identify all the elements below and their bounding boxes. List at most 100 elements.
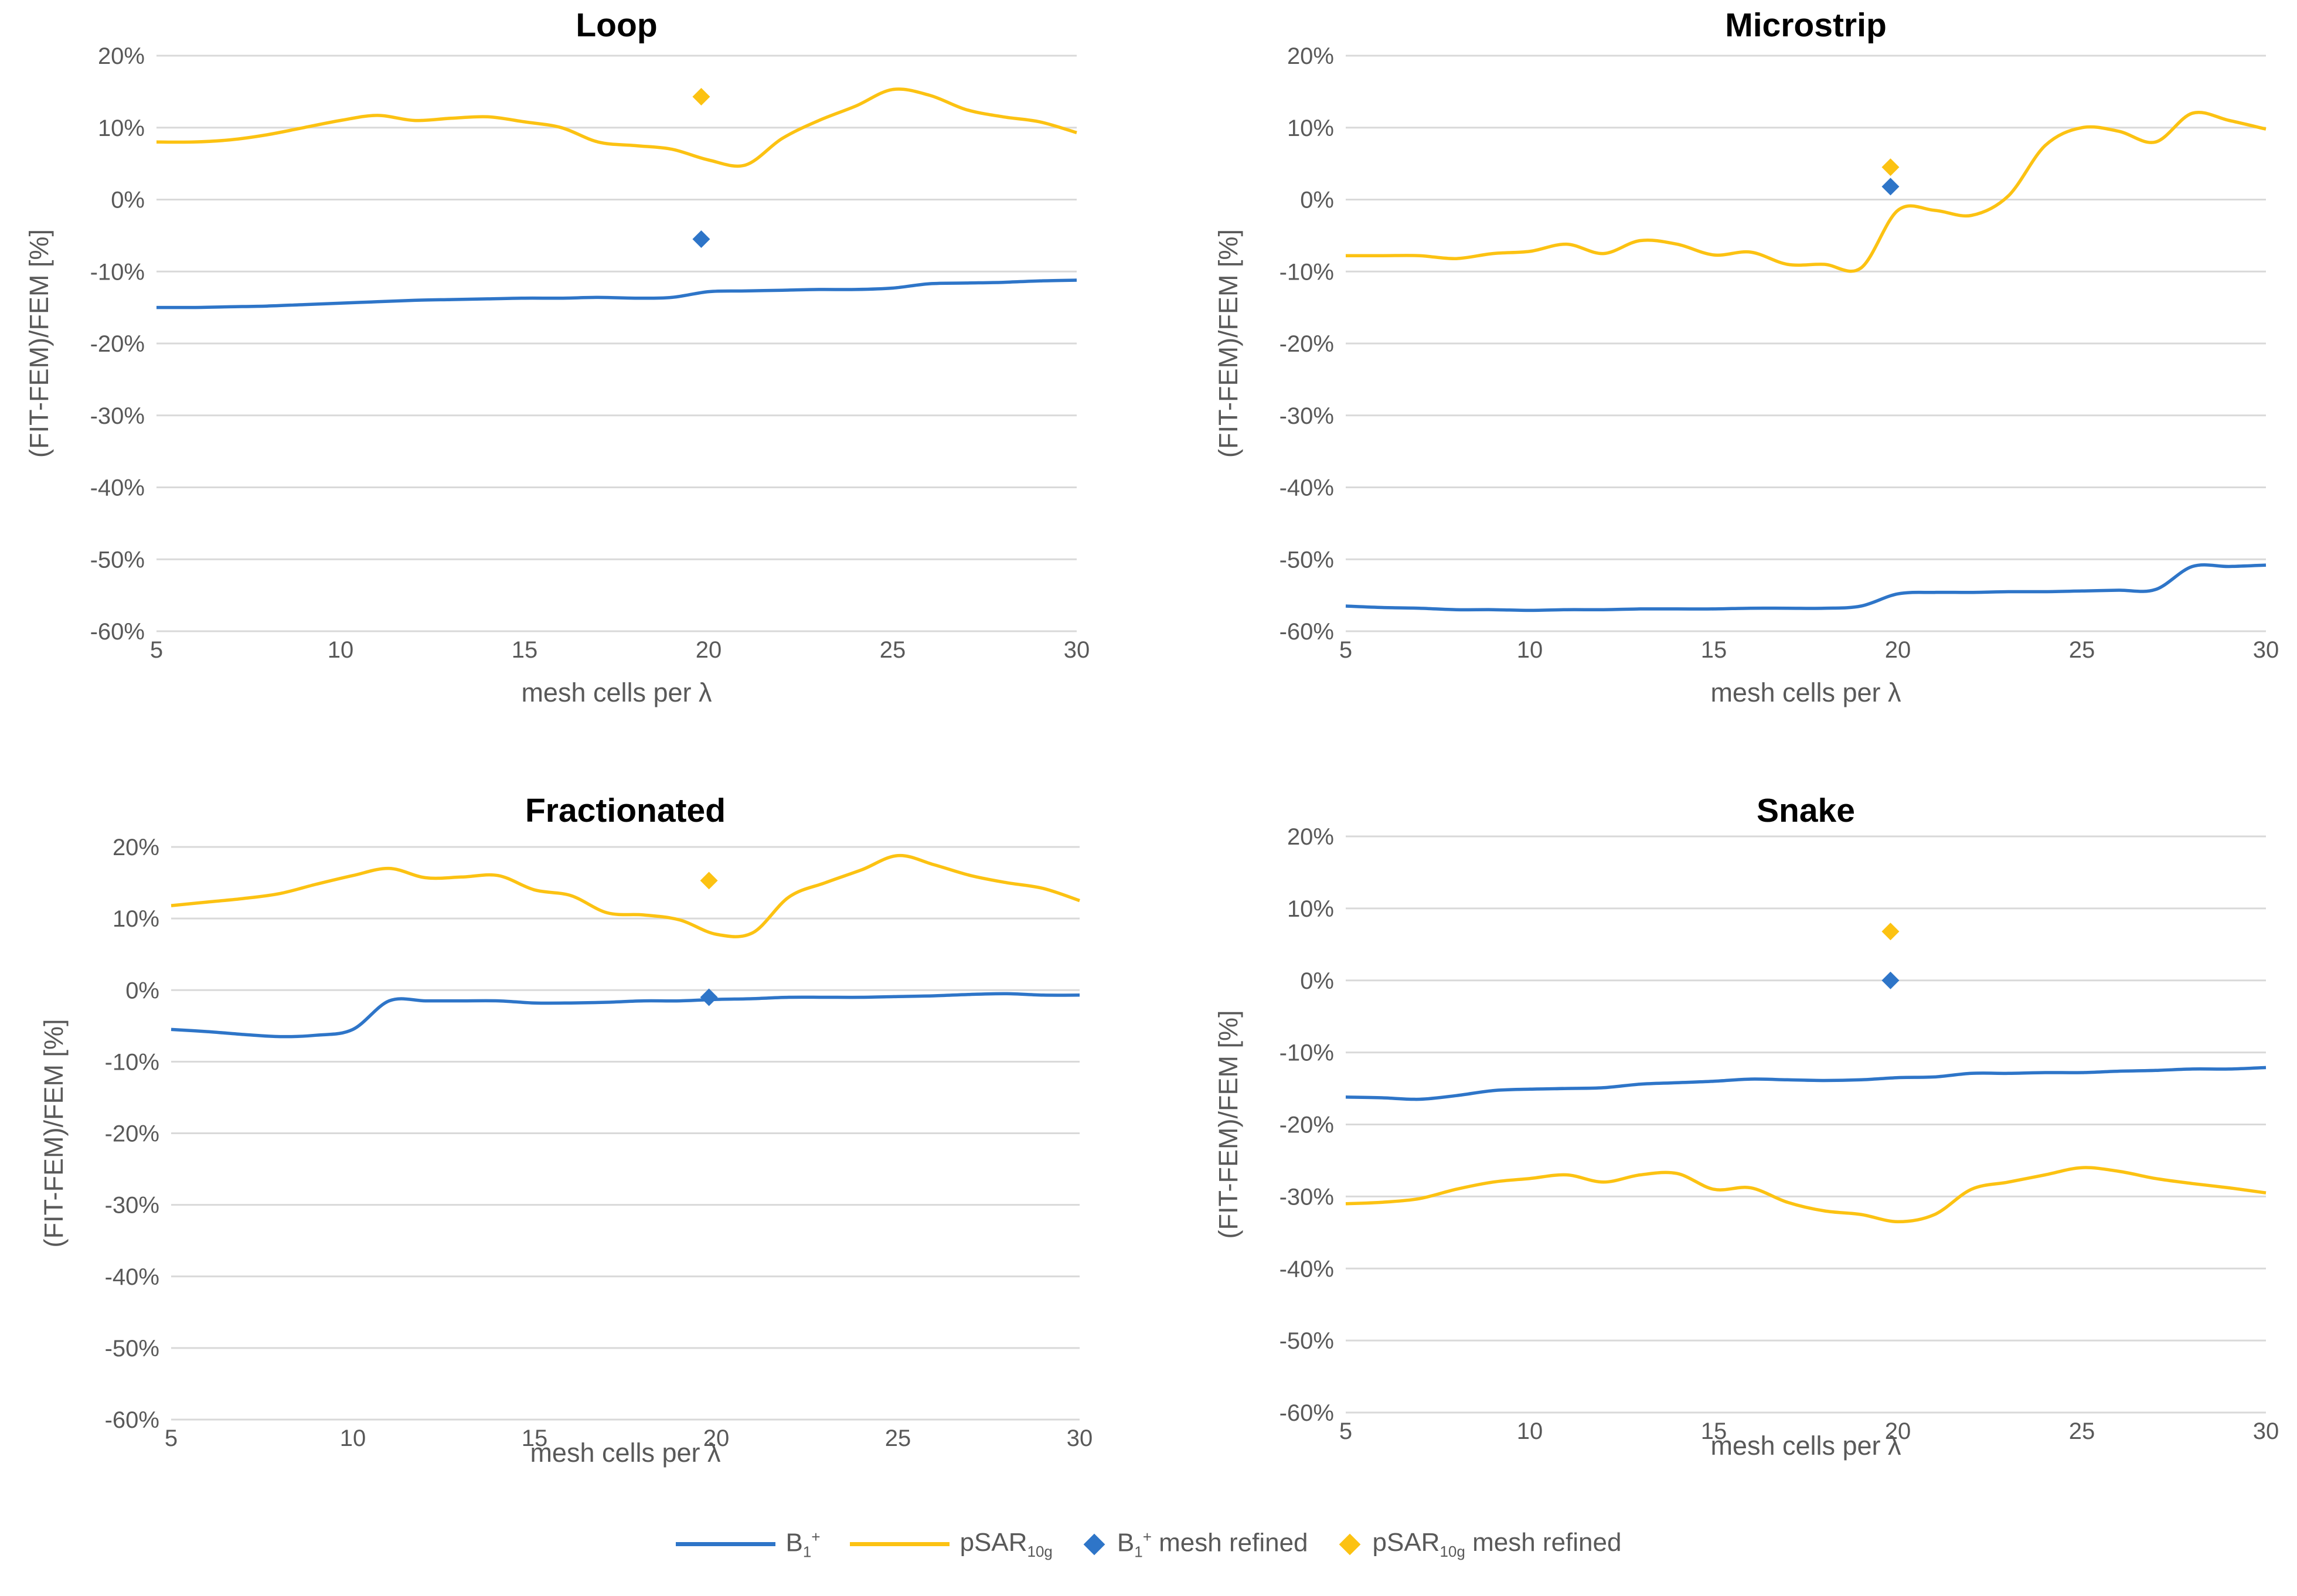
- x-tick-label: 30: [1064, 637, 1090, 663]
- psar10g-mesh-refined-marker: [1881, 158, 1900, 176]
- chart-panel-fractionated: Fractionated 20% 10% 0% -10% -20% -30% -40% -50%…: [39, 792, 1093, 1468]
- x-tick-label: 15: [1701, 1418, 1727, 1444]
- y-tick-label: -20%: [1279, 1112, 1334, 1138]
- y-tick-label: -10%: [1279, 259, 1334, 285]
- x-tick-label: 30: [2253, 1418, 2279, 1444]
- x-axis-label: mesh cells per λ: [530, 1438, 721, 1468]
- series-line-b1: [156, 278, 1077, 309]
- legend-item-psar-refined: pSAR10g mesh refined: [1338, 1528, 1621, 1561]
- legend-item-b1-refined: B1+ mesh refined: [1082, 1528, 1308, 1561]
- y-tick-label: 0%: [1300, 188, 1334, 213]
- x-tick-label: 5: [1339, 637, 1352, 663]
- x-axis-label: mesh cells per λ: [521, 678, 712, 707]
- y-tick-label: -30%: [1279, 403, 1334, 429]
- y-tick-label: -20%: [90, 331, 145, 357]
- legend-b1-diamond-swatch: [1083, 1533, 1105, 1556]
- y-tick-label: -50%: [90, 547, 145, 573]
- series-line-b1: [1345, 1066, 2267, 1101]
- x-tick-label: 20: [1885, 1418, 1911, 1444]
- chart-title: Snake: [1757, 792, 1855, 829]
- y-tick-label: -60%: [105, 1407, 159, 1433]
- b1-mesh-refined-marker: [700, 988, 718, 1006]
- chart-title: Loop: [576, 6, 657, 44]
- y-tick-label: 20%: [1287, 824, 1334, 850]
- x-tick-label: 15: [1701, 637, 1727, 663]
- y-tick-label: 0%: [111, 188, 145, 213]
- y-tick-label: -30%: [1279, 1184, 1334, 1210]
- b1-mesh-refined-marker: [692, 230, 710, 249]
- x-tick-label: 20: [703, 1425, 730, 1451]
- x-axis-label: mesh cells per λ: [1710, 1431, 1901, 1461]
- x-tick-label: 20: [1885, 637, 1911, 663]
- legend-b1-line-swatch: [675, 1542, 775, 1547]
- y-tick-label: -60%: [1279, 1400, 1334, 1426]
- x-tick-label: 25: [885, 1425, 911, 1451]
- y-tick-label: 20%: [98, 43, 145, 69]
- chart-title: Fractionated: [525, 792, 726, 829]
- psar10g-mesh-refined-marker: [692, 87, 710, 106]
- psar10g-mesh-refined-marker: [700, 872, 718, 890]
- x-tick-label: 10: [1517, 637, 1543, 663]
- y-tick-label: -30%: [90, 403, 145, 429]
- x-tick-label: 25: [880, 637, 906, 663]
- y-tick-label: 10%: [1287, 896, 1334, 922]
- legend-b1-label: B1+: [785, 1527, 821, 1561]
- y-axis-label: (FIT-FEM)/FEM [%]: [24, 229, 54, 458]
- x-tick-label: 20: [696, 637, 722, 663]
- series-line-psar10g: [1345, 1166, 2267, 1224]
- y-tick-label: 10%: [1287, 115, 1334, 141]
- y-tick-label: -50%: [1279, 1328, 1334, 1354]
- y-tick-label: 0%: [125, 978, 159, 1003]
- y-tick-label: 10%: [98, 115, 145, 141]
- chart-panel-loop: Loop 20% 10% 0% -10% -20% -30% -40% -50% -60%5 10 1…: [24, 6, 1090, 707]
- legend-item-b1: B1+: [675, 1527, 821, 1561]
- y-tick-label: -60%: [1279, 619, 1334, 645]
- legend-psar-label: pSAR10g: [959, 1528, 1053, 1560]
- chart-panel-snake: Snake 20% 10% 0% -10% -20% -30% -40% -50% -60%5 10…: [1213, 792, 2279, 1461]
- y-axis-label: (FIT-FEM)/FEM [%]: [1213, 229, 1243, 458]
- y-tick-label: -20%: [105, 1121, 159, 1147]
- legend-psar-diamond-swatch: [1339, 1533, 1360, 1556]
- y-tick-label: -40%: [105, 1264, 159, 1290]
- legend-b1-refined-label: B1+ mesh refined: [1117, 1527, 1308, 1561]
- x-tick-label: 10: [340, 1425, 366, 1451]
- y-tick-label: 20%: [1287, 43, 1334, 69]
- x-axis-label: mesh cells per λ: [1710, 678, 1901, 707]
- y-tick-label: -20%: [1279, 331, 1334, 357]
- x-tick-label: 25: [2069, 1418, 2095, 1444]
- y-tick-label: 20%: [113, 835, 159, 860]
- chart-panel-microstrip: Microstrip 20% 10% 0% -10% -20% -30% -40% -50% -6…: [1213, 6, 2279, 707]
- y-tick-label: 0%: [1300, 968, 1334, 994]
- b1-mesh-refined-marker: [1881, 178, 1900, 196]
- series-line-psar10g: [156, 87, 1077, 168]
- x-tick-label: 25: [2069, 637, 2095, 663]
- y-tick-label: 10%: [113, 906, 159, 932]
- y-tick-label: -30%: [105, 1193, 159, 1219]
- x-tick-label: 10: [328, 637, 354, 663]
- x-tick-label: 5: [1339, 1418, 1352, 1444]
- y-tick-label: -40%: [90, 475, 145, 501]
- y-tick-label: -40%: [1279, 1256, 1334, 1282]
- y-tick-label: -50%: [105, 1336, 159, 1362]
- legend-psar-line-swatch: [849, 1542, 950, 1547]
- series-line-b1: [1345, 563, 2267, 612]
- y-tick-label: -50%: [1279, 547, 1334, 573]
- b1-mesh-refined-marker: [1881, 971, 1900, 989]
- x-tick-label: 30: [2253, 637, 2279, 663]
- y-tick-label: -10%: [1279, 1040, 1334, 1066]
- x-tick-label: 5: [150, 637, 163, 663]
- series-line-psar10g: [1346, 111, 2267, 273]
- y-tick-label: -60%: [90, 619, 145, 645]
- chart-title: Microstrip: [1725, 6, 1887, 44]
- x-tick-label: 15: [522, 1425, 548, 1451]
- x-tick-label: 10: [1517, 1418, 1543, 1444]
- x-tick-label: 5: [165, 1425, 178, 1451]
- legend: B1+ pSAR10g B1+ mesh refined pSAR10g mes…: [0, 1518, 2297, 1571]
- x-tick-label: 15: [512, 637, 538, 663]
- y-axis-label: (FIT-FEM)/FEM [%]: [1213, 1010, 1243, 1239]
- legend-item-psar: pSAR10g: [849, 1528, 1053, 1561]
- series-line-psar10g: [171, 853, 1080, 938]
- psar10g-mesh-refined-marker: [1881, 923, 1900, 941]
- y-tick-label: -40%: [1279, 475, 1334, 501]
